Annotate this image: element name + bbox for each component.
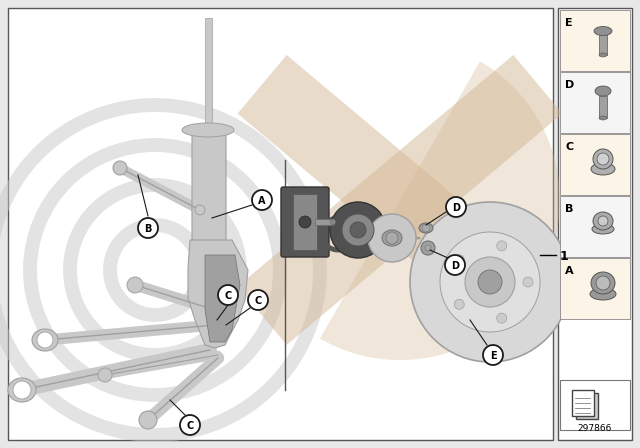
- Bar: [576, 393, 598, 419]
- Circle shape: [446, 197, 466, 217]
- Circle shape: [342, 214, 374, 246]
- Text: C: C: [225, 290, 232, 301]
- Wedge shape: [320, 61, 560, 360]
- Circle shape: [478, 270, 502, 294]
- Ellipse shape: [182, 123, 234, 137]
- Ellipse shape: [594, 26, 612, 35]
- Text: E: E: [490, 350, 496, 361]
- Circle shape: [598, 216, 608, 226]
- Ellipse shape: [419, 223, 433, 233]
- Ellipse shape: [8, 378, 36, 402]
- Circle shape: [483, 345, 503, 365]
- Text: B: B: [565, 204, 573, 214]
- Circle shape: [330, 202, 386, 258]
- Circle shape: [218, 285, 238, 305]
- Bar: [560, 380, 630, 430]
- Circle shape: [422, 224, 430, 232]
- Text: C: C: [186, 421, 194, 431]
- Circle shape: [252, 190, 272, 210]
- Circle shape: [454, 299, 464, 309]
- Text: A: A: [259, 195, 266, 206]
- FancyBboxPatch shape: [281, 187, 329, 257]
- Text: E: E: [565, 18, 573, 28]
- FancyBboxPatch shape: [192, 127, 226, 273]
- Text: D: D: [451, 260, 459, 271]
- Bar: [560, 134, 630, 195]
- Bar: [599, 35, 607, 55]
- Circle shape: [98, 368, 112, 382]
- Text: D: D: [452, 202, 460, 212]
- Ellipse shape: [590, 288, 616, 300]
- Bar: [293, 194, 317, 250]
- Text: 1: 1: [560, 250, 569, 263]
- Ellipse shape: [330, 219, 335, 225]
- Circle shape: [180, 415, 200, 435]
- Circle shape: [195, 205, 205, 215]
- Bar: [558, 8, 632, 440]
- Circle shape: [350, 222, 366, 238]
- Bar: [599, 96, 607, 118]
- Circle shape: [410, 202, 570, 362]
- Ellipse shape: [599, 53, 607, 57]
- Ellipse shape: [591, 163, 615, 175]
- Bar: [8, 8, 553, 440]
- Circle shape: [454, 254, 464, 265]
- Circle shape: [368, 214, 416, 262]
- Polygon shape: [188, 240, 248, 348]
- Ellipse shape: [593, 212, 613, 230]
- Circle shape: [37, 332, 53, 348]
- Circle shape: [127, 277, 143, 293]
- Ellipse shape: [591, 272, 615, 294]
- Ellipse shape: [599, 116, 607, 120]
- Circle shape: [138, 218, 158, 238]
- Text: A: A: [565, 266, 573, 276]
- Ellipse shape: [593, 149, 613, 169]
- Ellipse shape: [592, 224, 614, 234]
- Circle shape: [386, 232, 398, 244]
- Bar: [572, 390, 594, 416]
- Text: C: C: [565, 142, 573, 152]
- Circle shape: [497, 241, 507, 251]
- Circle shape: [13, 381, 31, 399]
- Circle shape: [465, 257, 515, 307]
- Circle shape: [596, 276, 610, 290]
- Circle shape: [139, 411, 157, 429]
- Circle shape: [523, 277, 533, 287]
- Circle shape: [440, 232, 540, 332]
- Circle shape: [299, 216, 311, 228]
- Polygon shape: [205, 255, 240, 342]
- Bar: [560, 258, 630, 319]
- Circle shape: [445, 255, 465, 275]
- Circle shape: [425, 245, 431, 251]
- Ellipse shape: [595, 86, 611, 96]
- Bar: [560, 196, 630, 257]
- Bar: [560, 10, 630, 71]
- Circle shape: [248, 290, 268, 310]
- Ellipse shape: [382, 230, 402, 246]
- Bar: [205, 18, 212, 128]
- Circle shape: [597, 153, 609, 165]
- Circle shape: [421, 241, 435, 255]
- Ellipse shape: [32, 329, 58, 351]
- Bar: [315, 219, 333, 225]
- Circle shape: [113, 161, 127, 175]
- Text: B: B: [144, 224, 152, 233]
- Text: 297866: 297866: [578, 424, 612, 433]
- Circle shape: [497, 313, 507, 323]
- Text: C: C: [254, 296, 262, 306]
- Text: D: D: [565, 80, 574, 90]
- Bar: [560, 72, 630, 133]
